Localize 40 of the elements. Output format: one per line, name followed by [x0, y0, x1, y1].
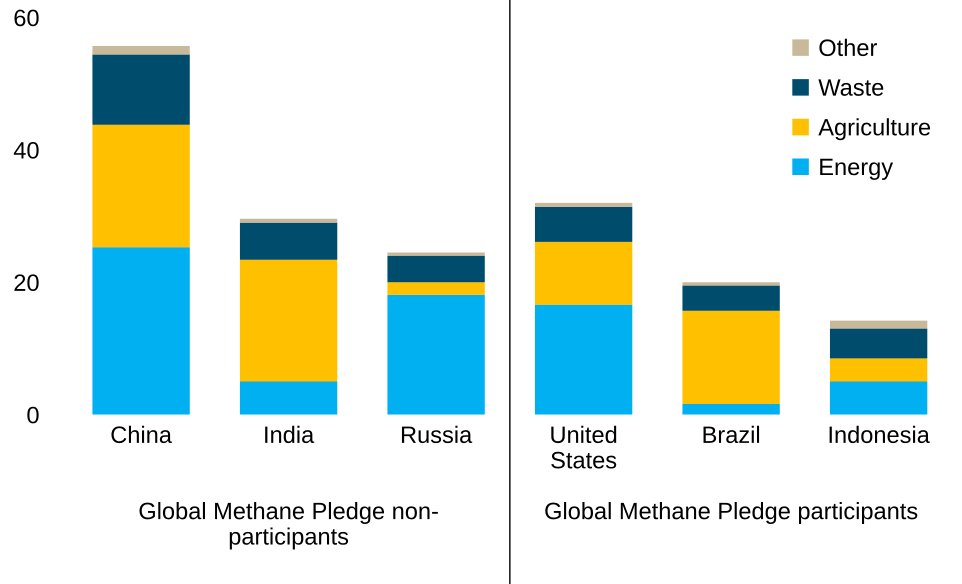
bar [682, 286, 780, 311]
bar [92, 54, 190, 125]
bar [240, 382, 338, 415]
bar [830, 358, 928, 382]
legend-label: Agriculture [818, 118, 930, 140]
bar [92, 124, 190, 248]
bar [830, 328, 928, 358]
legend-label: Energy [820, 158, 894, 180]
y-tick-label: 40 [14, 142, 39, 159]
bar [830, 382, 928, 415]
bar [682, 404, 780, 415]
bar [534, 304, 632, 415]
bar [92, 247, 190, 415]
y-tick-label: 0 [27, 406, 39, 424]
legend-label: Other [819, 38, 877, 56]
bar [534, 202, 632, 207]
bar [387, 252, 485, 256]
y-tick-label: 60 [14, 10, 39, 26]
bar [240, 222, 338, 260]
x-tick-label: China [111, 426, 172, 444]
bar [387, 282, 485, 295]
text: Global Methane Pledge non- participants [140, 502, 438, 550]
legend-label: Waste [818, 79, 884, 96]
x-tick-label: United States [551, 426, 616, 469]
bar [682, 310, 780, 404]
x-tick-label: Russia [402, 426, 472, 444]
x-tick-label: India [265, 426, 314, 444]
bar [830, 320, 928, 329]
bar [682, 282, 780, 286]
y-tick-label: 20 [14, 274, 39, 292]
bar [240, 260, 338, 382]
bar [240, 218, 338, 223]
bar [534, 242, 632, 305]
bar [92, 46, 190, 55]
x-tick-label: Brazil [704, 426, 760, 444]
bar [387, 256, 485, 282]
bar [534, 206, 632, 242]
x-tick-label: Indonesia [830, 426, 930, 444]
text: Global Methane Pledge participants [545, 502, 918, 524]
bar [387, 294, 485, 415]
